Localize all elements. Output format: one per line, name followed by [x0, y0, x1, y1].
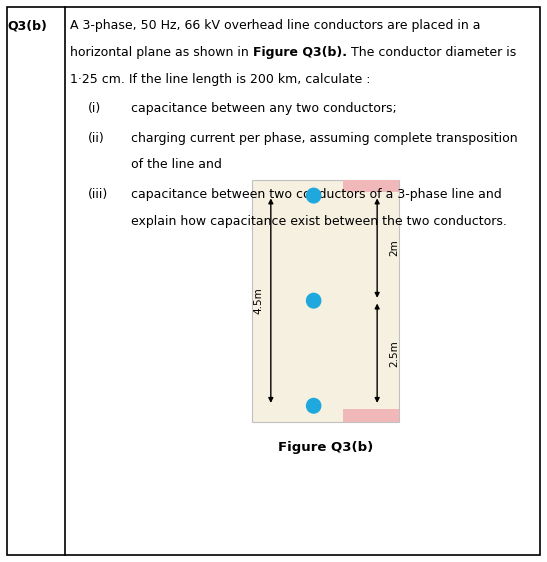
Text: capacitance between two conductors of a 3-phase line and: capacitance between two conductors of a …: [131, 188, 502, 201]
Text: The conductor diameter is: The conductor diameter is: [347, 46, 516, 59]
Circle shape: [306, 398, 321, 413]
Text: horizontal plane as shown in: horizontal plane as shown in: [70, 46, 253, 59]
Text: Q3(b): Q3(b): [8, 19, 48, 32]
Text: charging current per phase, assuming complete transposition: charging current per phase, assuming com…: [131, 132, 518, 144]
Text: (iii): (iii): [88, 188, 108, 201]
Text: capacitance between any two conductors;: capacitance between any two conductors;: [131, 102, 397, 115]
Text: 4.5m: 4.5m: [254, 287, 264, 314]
Text: 1·25 cm. If the line length is 200 km, calculate :: 1·25 cm. If the line length is 200 km, c…: [70, 73, 370, 86]
Text: Figure Q3(b): Figure Q3(b): [278, 441, 373, 454]
Text: A 3-phase, 50 Hz, 66 kV overhead line conductors are placed in a: A 3-phase, 50 Hz, 66 kV overhead line co…: [70, 19, 480, 32]
Text: (ii): (ii): [88, 132, 104, 144]
Bar: [252, 180, 399, 422]
Text: 2m: 2m: [389, 240, 400, 256]
Text: Figure Q3(b).: Figure Q3(b).: [253, 46, 347, 59]
Text: of the line and: of the line and: [131, 158, 222, 171]
Text: explain how capacitance exist between the two conductors.: explain how capacitance exist between th…: [131, 215, 507, 228]
Circle shape: [306, 188, 321, 203]
Text: (i): (i): [88, 102, 101, 115]
Bar: [343, 409, 399, 422]
Bar: [343, 180, 399, 192]
Text: 2.5m: 2.5m: [389, 340, 400, 366]
Circle shape: [306, 293, 321, 308]
